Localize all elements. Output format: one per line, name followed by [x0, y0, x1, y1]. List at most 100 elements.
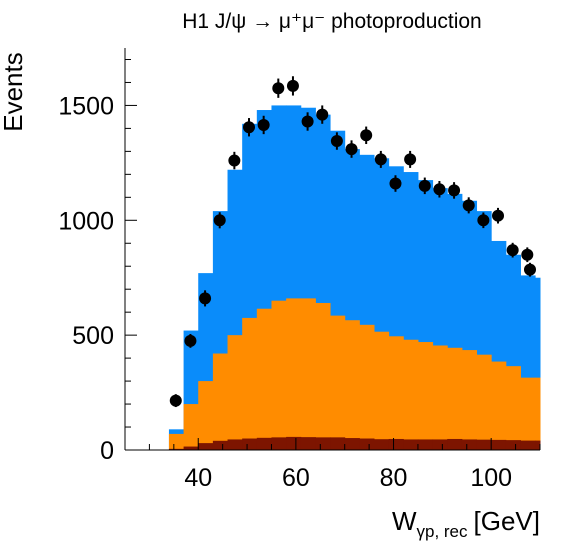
bottom-bar — [447, 438, 463, 450]
middle-bar — [403, 339, 419, 450]
bottom-bar — [198, 443, 214, 450]
y-tick-label: 1500 — [58, 92, 114, 120]
data-point — [301, 115, 314, 128]
middle-bar — [447, 347, 463, 450]
bottom-bar — [168, 448, 185, 450]
y-axis-label: Events — [0, 52, 28, 132]
middle-bar — [315, 302, 331, 450]
y-tick-label: 0 — [100, 437, 114, 465]
bottom-bar — [461, 439, 478, 450]
data-point — [492, 209, 505, 222]
data-point — [448, 184, 461, 197]
middle-bar — [476, 354, 492, 450]
bottom-bar — [491, 439, 507, 450]
x-axis-label: Wγp, rec [GeV] — [392, 506, 540, 541]
middle-bar — [242, 317, 258, 450]
middle-bars — [168, 298, 541, 450]
x-axis-label-subscript: γp, rec — [416, 522, 468, 541]
x-tick-label: 40 — [184, 464, 212, 492]
bottom-bar — [417, 439, 434, 450]
bottom-bar — [359, 438, 375, 450]
bottom-bar — [286, 436, 302, 450]
axes — [124, 48, 541, 451]
chart-title: H1 J/ψ → μ⁺μ⁻ photoproduction — [182, 10, 481, 33]
middle-bar — [198, 381, 214, 450]
bottom-bar — [476, 439, 492, 450]
middle-bar — [271, 300, 287, 450]
data-point — [418, 179, 431, 192]
bottom-bar — [212, 440, 229, 450]
bottom-bar — [535, 440, 541, 450]
data-point — [374, 153, 387, 166]
data-point — [360, 129, 373, 142]
bottom-bar — [256, 437, 272, 450]
bottom-bar — [330, 437, 346, 450]
middle-bar — [256, 308, 272, 450]
bottom-bar — [505, 440, 521, 450]
data-point — [257, 118, 270, 131]
data-point — [524, 263, 536, 276]
middle-bar — [505, 366, 521, 450]
middle-bar — [300, 298, 316, 450]
x-tick-label: 60 — [282, 464, 310, 492]
middle-bar — [417, 342, 434, 450]
bottom-bars — [168, 436, 541, 450]
middle-bar — [374, 331, 390, 450]
middle-bar — [344, 320, 360, 450]
x-tick-label: 100 — [470, 464, 512, 492]
bottom-bar — [315, 437, 331, 450]
middle-bar — [168, 433, 185, 450]
middle-bar — [212, 353, 229, 450]
data-point — [286, 79, 299, 92]
middle-bar — [359, 324, 375, 450]
middle-bar — [286, 298, 302, 450]
middle-bar — [535, 377, 541, 450]
middle-bar — [183, 404, 199, 450]
middle-bar — [388, 336, 404, 450]
data-point — [199, 292, 212, 305]
data-point — [477, 214, 490, 227]
middle-bar — [432, 345, 448, 450]
plot-area — [168, 76, 541, 451]
middle-bar — [491, 361, 507, 450]
bottom-bar — [227, 439, 243, 450]
x-axis-label-main: W — [392, 506, 417, 536]
data-point — [433, 183, 446, 196]
data-point — [389, 177, 402, 190]
bottom-bar — [344, 438, 360, 450]
bottom-bar — [374, 439, 390, 450]
bottom-bar — [520, 440, 536, 450]
bottom-bar — [388, 438, 404, 450]
data-point — [243, 121, 256, 134]
data-point — [506, 244, 519, 257]
bottom-bar — [271, 437, 287, 450]
data-point — [345, 143, 358, 156]
data-point — [330, 135, 343, 148]
middle-bar — [461, 350, 478, 450]
bottom-bar — [242, 438, 258, 450]
data-point — [184, 334, 197, 347]
data-point — [521, 248, 534, 261]
data-point — [272, 82, 285, 95]
data-point — [462, 199, 475, 212]
bottom-bar — [183, 446, 199, 450]
middle-bar — [330, 315, 346, 450]
data-points — [169, 76, 536, 408]
data-point — [316, 108, 329, 121]
bottom-bar — [403, 439, 419, 450]
middle-bar — [520, 377, 536, 450]
y-tick-label: 500 — [72, 322, 114, 350]
middle-bar — [227, 335, 243, 450]
bottom-bar — [432, 439, 448, 450]
x-axis-label-unit: [GeV] — [474, 506, 540, 536]
x-tick-label: 80 — [380, 464, 408, 492]
total-bar — [535, 277, 541, 450]
data-point — [213, 214, 226, 227]
bottom-bar — [300, 437, 316, 450]
data-point — [169, 394, 182, 407]
data-point — [228, 154, 241, 167]
y-tick-label: 1000 — [58, 207, 114, 235]
data-point — [404, 153, 417, 166]
